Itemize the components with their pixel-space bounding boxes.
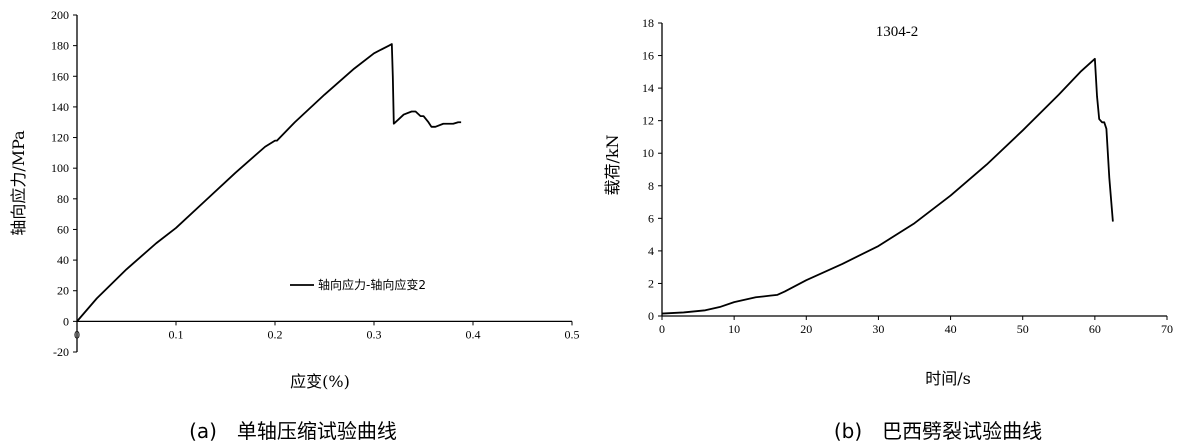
y-tick-label: 4 xyxy=(648,244,654,258)
figure-caption: (a) 单轴压缩试验曲线 xyxy=(189,419,397,443)
y-tick-label: 0 xyxy=(63,314,69,328)
figure-caption: (b) 巴西劈裂试验曲线 xyxy=(834,419,1042,443)
y-tick-label: 40 xyxy=(57,253,69,267)
x-tick-label: 0.5 xyxy=(565,327,580,341)
x-tick-label: 30 xyxy=(872,322,884,336)
y-tick-label: 200 xyxy=(51,8,69,22)
y-tick-label: 140 xyxy=(51,100,69,114)
x-tick-label: 0.2 xyxy=(268,327,283,341)
x-tick-label: 0 xyxy=(659,322,665,336)
y-tick-label: 0 xyxy=(648,309,654,323)
y-tick-label: 10 xyxy=(642,146,654,160)
x-tick-label: 0 xyxy=(74,327,80,341)
x-tick-label: 40 xyxy=(945,322,957,336)
brazilian-split-chart: 0 2 4 6 8 10 12 14 16 18 0 10 20 30 40 50 60 70 时间/s 载荷/kN 1… xyxy=(603,16,1173,443)
y-tick-label: 16 xyxy=(642,49,654,63)
x-axis-label: 应变(%) xyxy=(290,372,350,391)
x-tick-label: 10 xyxy=(728,322,740,336)
y-tick-label: 18 xyxy=(642,16,654,30)
x-tick-label: 0.4 xyxy=(466,327,481,341)
y-tick-label: 14 xyxy=(642,81,654,95)
series-line xyxy=(76,43,462,322)
chart-title: 1304-2 xyxy=(876,24,919,40)
x-tick-label: 60 xyxy=(1089,322,1101,336)
x-tick-label: 50 xyxy=(1017,322,1029,336)
y-axis-label: 轴向应力/MPa xyxy=(9,130,28,236)
y-tick-label: -20 xyxy=(53,345,69,359)
y-tick-label: 100 xyxy=(51,161,69,175)
x-tick-label: 70 xyxy=(1161,322,1173,336)
y-tick-label: 8 xyxy=(648,179,654,193)
series-line xyxy=(661,57,1114,315)
y-tick-label: 2 xyxy=(648,276,654,290)
y-axis-label: 载荷/kN xyxy=(603,134,622,195)
y-tick-label: 20 xyxy=(57,284,69,298)
y-tick-label: 180 xyxy=(51,39,69,53)
uniaxial-compression-chart: -20 0 20 40 60 80 100 120 140 160 180 200 0 0.1 0.2 0.3… xyxy=(9,8,580,443)
y-tick-label: 60 xyxy=(57,222,69,236)
y-tick-label: 6 xyxy=(648,211,654,225)
y-tick-label: 12 xyxy=(642,114,654,128)
y-tick-label: 80 xyxy=(57,192,69,206)
y-tick-label: 160 xyxy=(51,69,69,83)
x-axis-label: 时间/s xyxy=(925,369,971,388)
y-tick-label: 120 xyxy=(51,131,69,145)
legend-label: 轴向应力-轴向应变2 xyxy=(318,277,426,292)
x-tick-label: 20 xyxy=(800,322,812,336)
x-tick-label: 0.1 xyxy=(169,327,184,341)
x-tick-label: 0.3 xyxy=(367,327,382,341)
